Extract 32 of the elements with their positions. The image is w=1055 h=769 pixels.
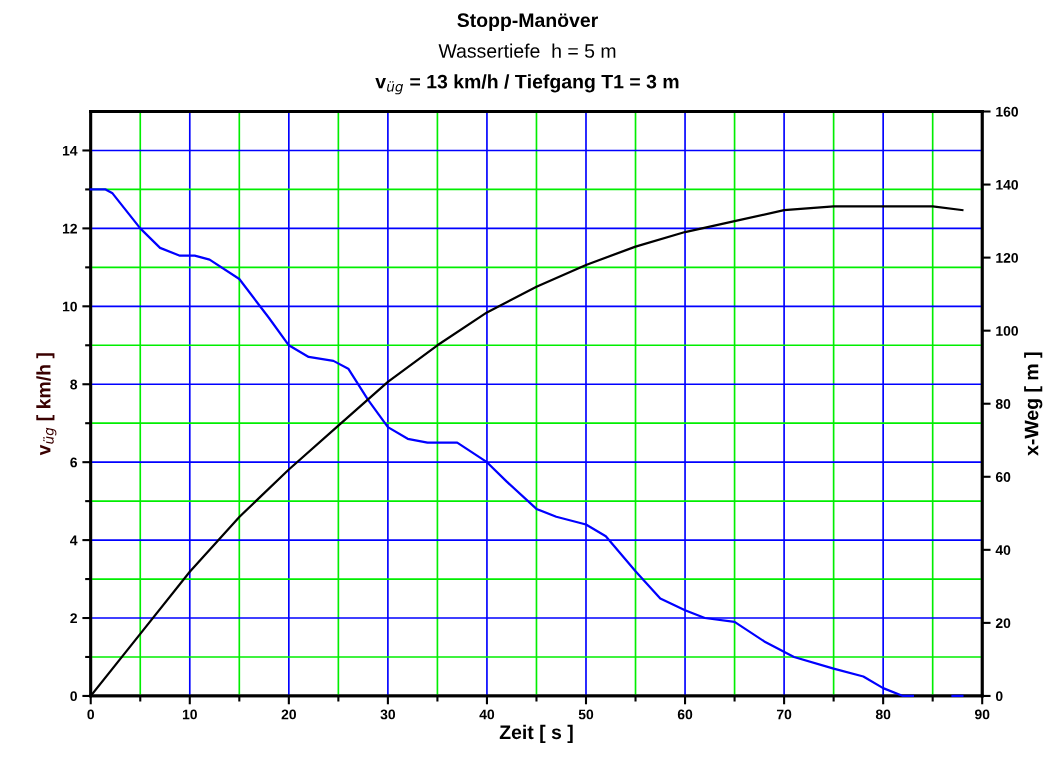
text: Wassertiefe h = 5 m v$_{üg}$ = 13 km/h / Tiefgang T1 = 3 m <box>375 43 679 95</box>
y-axis-title: v$_{üg}$ [ km/h ] <box>36 353 57 456</box>
y2-tick-label: 80 <box>995 399 1011 409</box>
x-tick-label: 80 <box>875 709 891 720</box>
chart-title: Stopp-Manöver <box>457 13 598 31</box>
y2-tick-label: 60 <box>995 472 1011 482</box>
x-tick-label: 0 <box>87 709 95 720</box>
y2-axis-title: x-Weg [ m ] <box>1024 352 1043 456</box>
x-tick-label: 10 <box>182 709 197 720</box>
x-tick-label: 70 <box>776 709 792 720</box>
x-tick-label: 50 <box>578 709 594 720</box>
x-tick-label: 40 <box>479 709 495 720</box>
y2-tick-label: 140 <box>996 179 1018 190</box>
y-tick-label: 2 <box>70 613 77 624</box>
y-tick-label: 0 <box>70 691 77 702</box>
x-tick-label: 60 <box>677 709 693 720</box>
y2-tick-label: 120 <box>996 252 1018 263</box>
y2-tick-label: 40 <box>995 545 1011 555</box>
y2-tick-label: 0 <box>995 691 1003 702</box>
x-axis-title: Zeit [ s ] <box>499 724 573 743</box>
y-tick-label: 8 <box>70 379 78 390</box>
y-tick-label: 4 <box>70 535 78 546</box>
x-tick-label: 20 <box>281 709 296 720</box>
y2-tick-label: 20 <box>995 618 1011 629</box>
y-tick-label: 12 <box>62 223 77 234</box>
x-tick-label: 30 <box>380 709 396 720</box>
y-tick-label: 14 <box>62 145 78 156</box>
y-tick-label: 10 <box>62 301 77 312</box>
x-tick-label: 90 <box>974 709 990 720</box>
y2-tick-label: 100 <box>996 326 1018 336</box>
y2-tick-label: 160 <box>996 106 1018 117</box>
y-tick-label: 6 <box>70 457 78 468</box>
